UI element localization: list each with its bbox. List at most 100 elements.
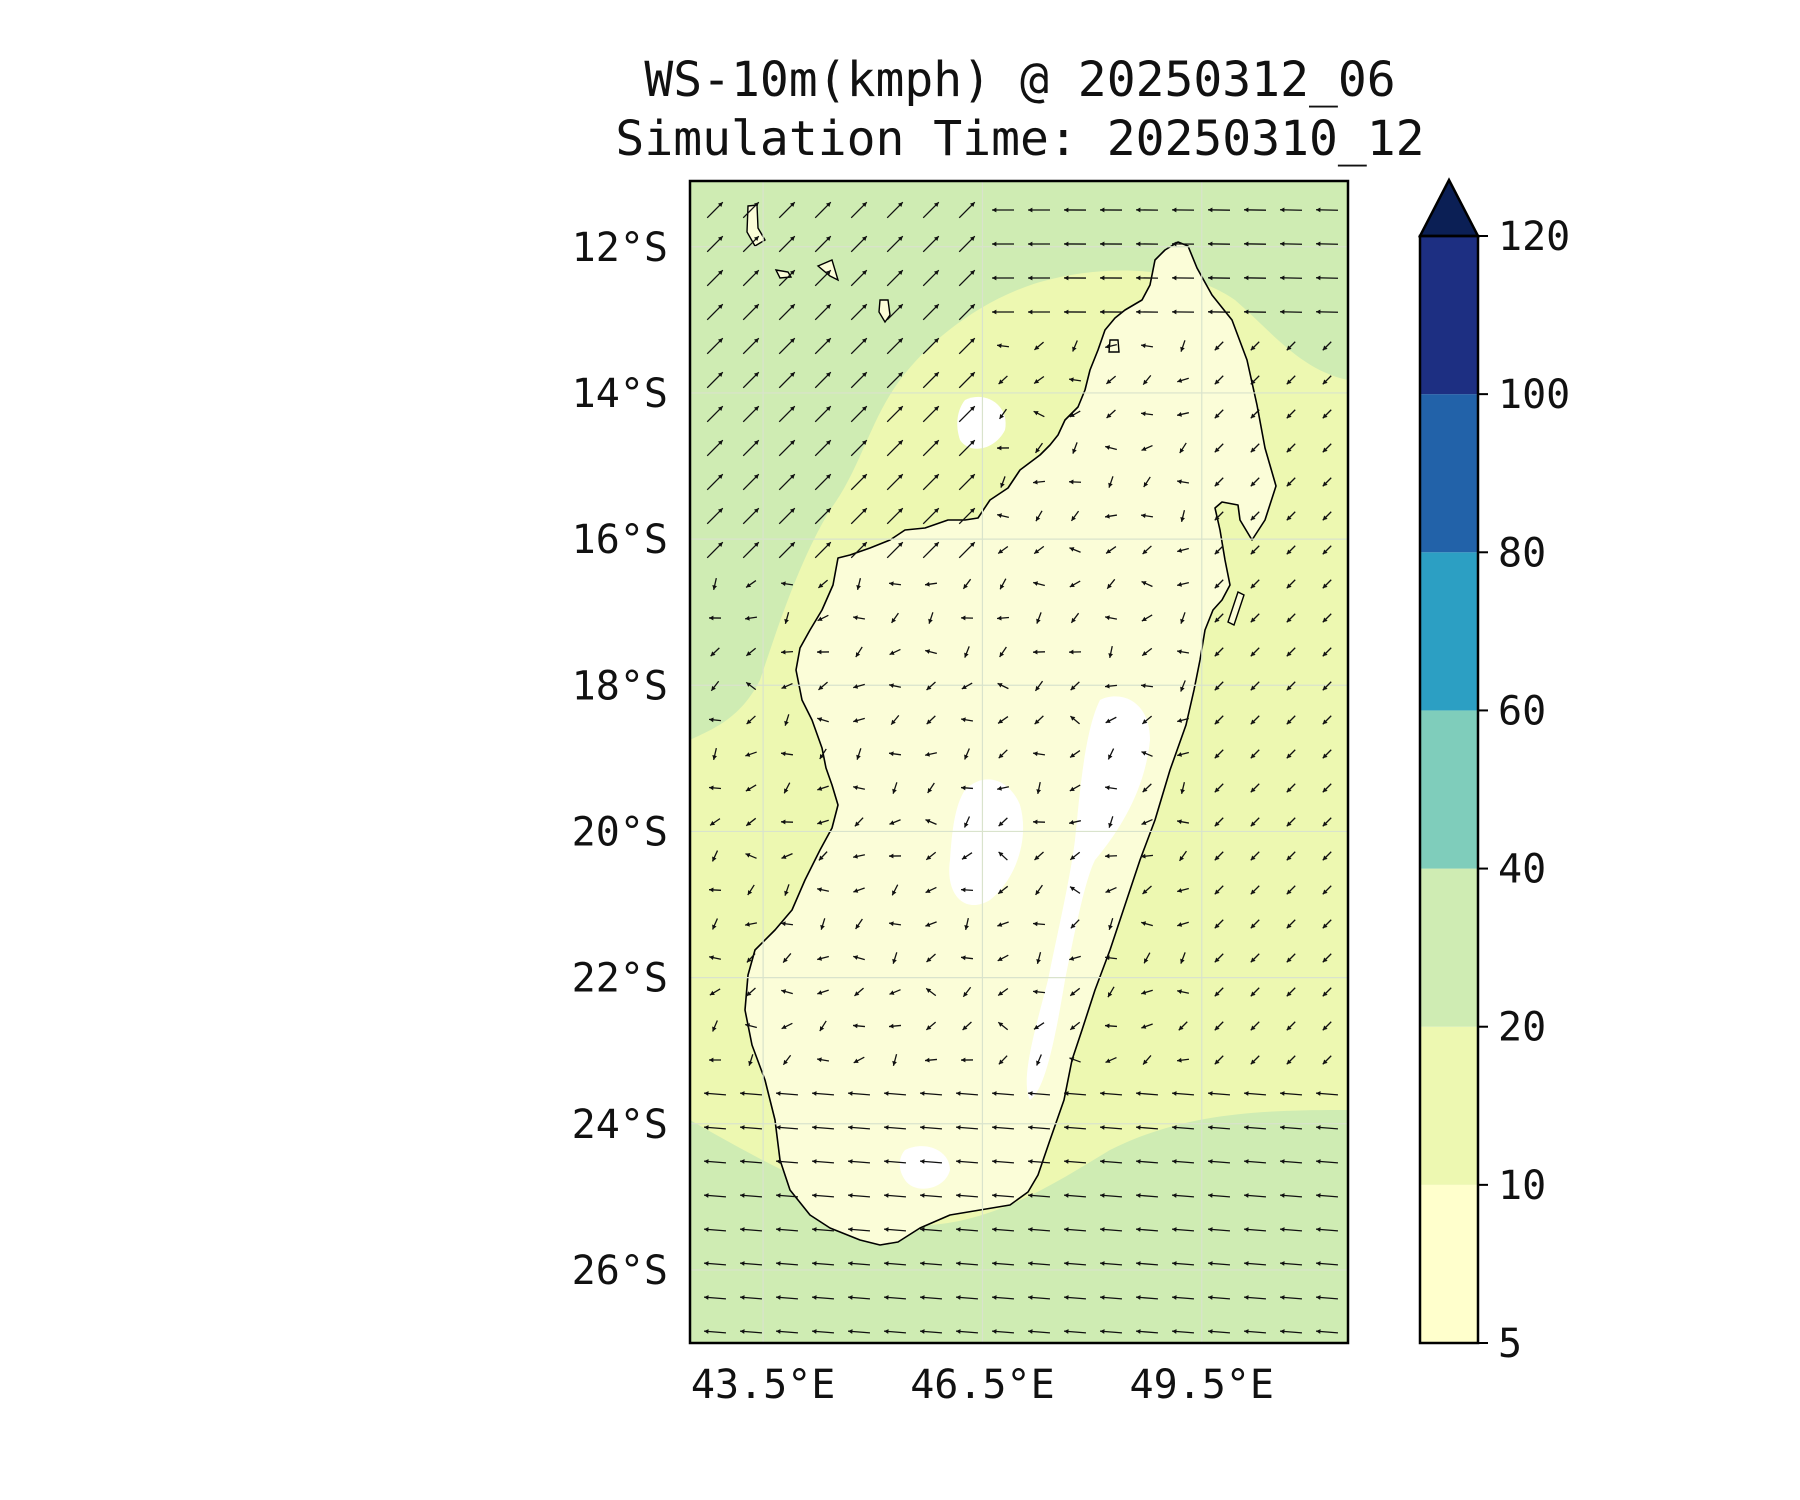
land-calm-patches bbox=[899, 396, 1150, 1189]
wind-vector-head bbox=[884, 1125, 889, 1130]
wind-vector-head bbox=[753, 236, 759, 242]
wind-vector-head bbox=[1136, 1091, 1141, 1096]
wind-vector-head bbox=[997, 785, 1002, 791]
colorbar-frame bbox=[1418, 234, 1480, 1345]
wind-vector-head bbox=[1034, 719, 1040, 725]
wind-vector-head bbox=[1208, 309, 1213, 315]
wind-vector-head bbox=[992, 309, 997, 315]
wind-vector-head bbox=[891, 617, 897, 623]
wind-vector-head bbox=[861, 508, 867, 514]
wind-vector-head bbox=[1064, 275, 1069, 281]
wind-vector-head bbox=[933, 304, 939, 310]
wind-vector-head bbox=[1064, 1091, 1069, 1096]
wind-vector-head bbox=[1033, 751, 1038, 757]
colorbar-tick-label: 100 bbox=[1498, 372, 1570, 418]
wind-vector-head bbox=[856, 585, 861, 590]
wind-vector-head bbox=[783, 1059, 788, 1065]
wind-vector-head bbox=[1069, 1057, 1075, 1062]
wind-vector-head bbox=[1100, 275, 1105, 281]
wind-vector-head bbox=[992, 1227, 997, 1232]
wind-vector-head bbox=[1177, 378, 1183, 383]
wind-vector-head bbox=[1214, 413, 1220, 419]
wind-vector-head bbox=[717, 270, 723, 276]
wind-vector-head bbox=[1028, 1091, 1033, 1096]
wind-vector-head bbox=[1070, 716, 1076, 721]
wind-vector-head bbox=[1280, 275, 1285, 281]
lat-tick-label: 22°S bbox=[572, 956, 668, 1002]
wind-vector-head bbox=[784, 788, 789, 794]
wind-vector-head bbox=[969, 270, 975, 276]
wind-vector-head bbox=[926, 685, 932, 691]
wind-vector-head bbox=[998, 821, 1004, 827]
wind-vector-head bbox=[709, 955, 714, 961]
wind-vector-head bbox=[964, 754, 969, 760]
wind-vector-head bbox=[897, 508, 903, 514]
wind-vector-head bbox=[740, 1261, 745, 1266]
wind-vector-head bbox=[1214, 1025, 1220, 1031]
wind-vector-head bbox=[1064, 309, 1069, 315]
wind-vector-head bbox=[1069, 649, 1074, 655]
wind-vector-head bbox=[1105, 853, 1110, 859]
wind-vector-head bbox=[856, 754, 861, 760]
wind-vector-head bbox=[1142, 719, 1148, 724]
colorbar-tick-label: 5 bbox=[1498, 1321, 1522, 1367]
wind-vector-head bbox=[861, 236, 867, 242]
wind-vector-head bbox=[861, 202, 867, 208]
wind-vector-head bbox=[825, 202, 831, 208]
map-panel bbox=[690, 181, 1348, 1343]
wind-vector-head bbox=[1180, 618, 1185, 624]
wind-vector-head bbox=[1172, 309, 1177, 315]
wind-vector-head bbox=[709, 717, 714, 723]
wind-vector-head bbox=[956, 1329, 961, 1334]
wind-vector-head bbox=[933, 372, 939, 378]
wind-vector-head bbox=[848, 1227, 853, 1232]
wind-vector-head bbox=[961, 1057, 966, 1063]
wind-vector-head bbox=[964, 925, 969, 930]
wind-vector-head bbox=[1208, 1193, 1213, 1198]
wind-vector-head bbox=[784, 618, 789, 624]
wind-vector-head bbox=[1069, 956, 1075, 961]
wind-vector-head bbox=[1250, 515, 1256, 521]
wind-vector-head bbox=[853, 718, 859, 723]
wind-vector-head bbox=[1000, 584, 1005, 590]
wind-vector-head bbox=[1214, 685, 1220, 691]
wind-vector-head bbox=[1177, 548, 1183, 553]
wind-vector-head bbox=[812, 1261, 817, 1266]
wind-vector-head bbox=[1064, 1295, 1069, 1300]
wind-vector-head bbox=[1141, 446, 1147, 451]
wind-vector-head bbox=[1322, 1059, 1328, 1065]
wind-vector-head bbox=[1244, 1329, 1249, 1334]
wind-vector-head bbox=[1035, 685, 1040, 691]
wind-vector-head bbox=[1172, 1227, 1177, 1232]
wind-vector-head bbox=[1172, 1261, 1177, 1266]
wind-vector-head bbox=[789, 372, 795, 378]
wind-vector-head bbox=[745, 615, 750, 621]
wind-vector-head bbox=[889, 650, 895, 655]
wind-vector-head bbox=[992, 241, 997, 247]
island-mayotte bbox=[878, 299, 891, 324]
wind-vector-head bbox=[1141, 853, 1146, 859]
wind-vector-head bbox=[1280, 1295, 1285, 1300]
wind-vector-head bbox=[776, 1125, 781, 1130]
wind-vector-head bbox=[998, 851, 1004, 857]
wind-vector-head bbox=[825, 372, 831, 378]
wind-vector-head bbox=[1100, 1125, 1105, 1130]
island-anjouan bbox=[816, 259, 840, 282]
wind-vector-head bbox=[1214, 719, 1220, 725]
wind-vector-head bbox=[1179, 855, 1185, 861]
wind-vector-head bbox=[1286, 1025, 1292, 1031]
wind-vector-head bbox=[884, 1159, 889, 1164]
wind-vector-head bbox=[1322, 787, 1328, 793]
wind-vector-head bbox=[969, 542, 975, 548]
wind-vector-head bbox=[1180, 958, 1185, 964]
wind-vector-head bbox=[1250, 753, 1256, 759]
wind-vector-head bbox=[854, 821, 860, 827]
wind-vector-head bbox=[1141, 683, 1146, 689]
wind-vector-head bbox=[964, 822, 969, 828]
title-line-2: Simulation Time: 20250310_12 bbox=[615, 111, 1424, 167]
wind-vector-head bbox=[1280, 1261, 1285, 1266]
wind-vector-head bbox=[753, 406, 759, 412]
wind-vector-head bbox=[1028, 275, 1033, 281]
wind-vectors bbox=[703, 201, 1339, 1334]
land-patch-south bbox=[899, 1146, 950, 1189]
